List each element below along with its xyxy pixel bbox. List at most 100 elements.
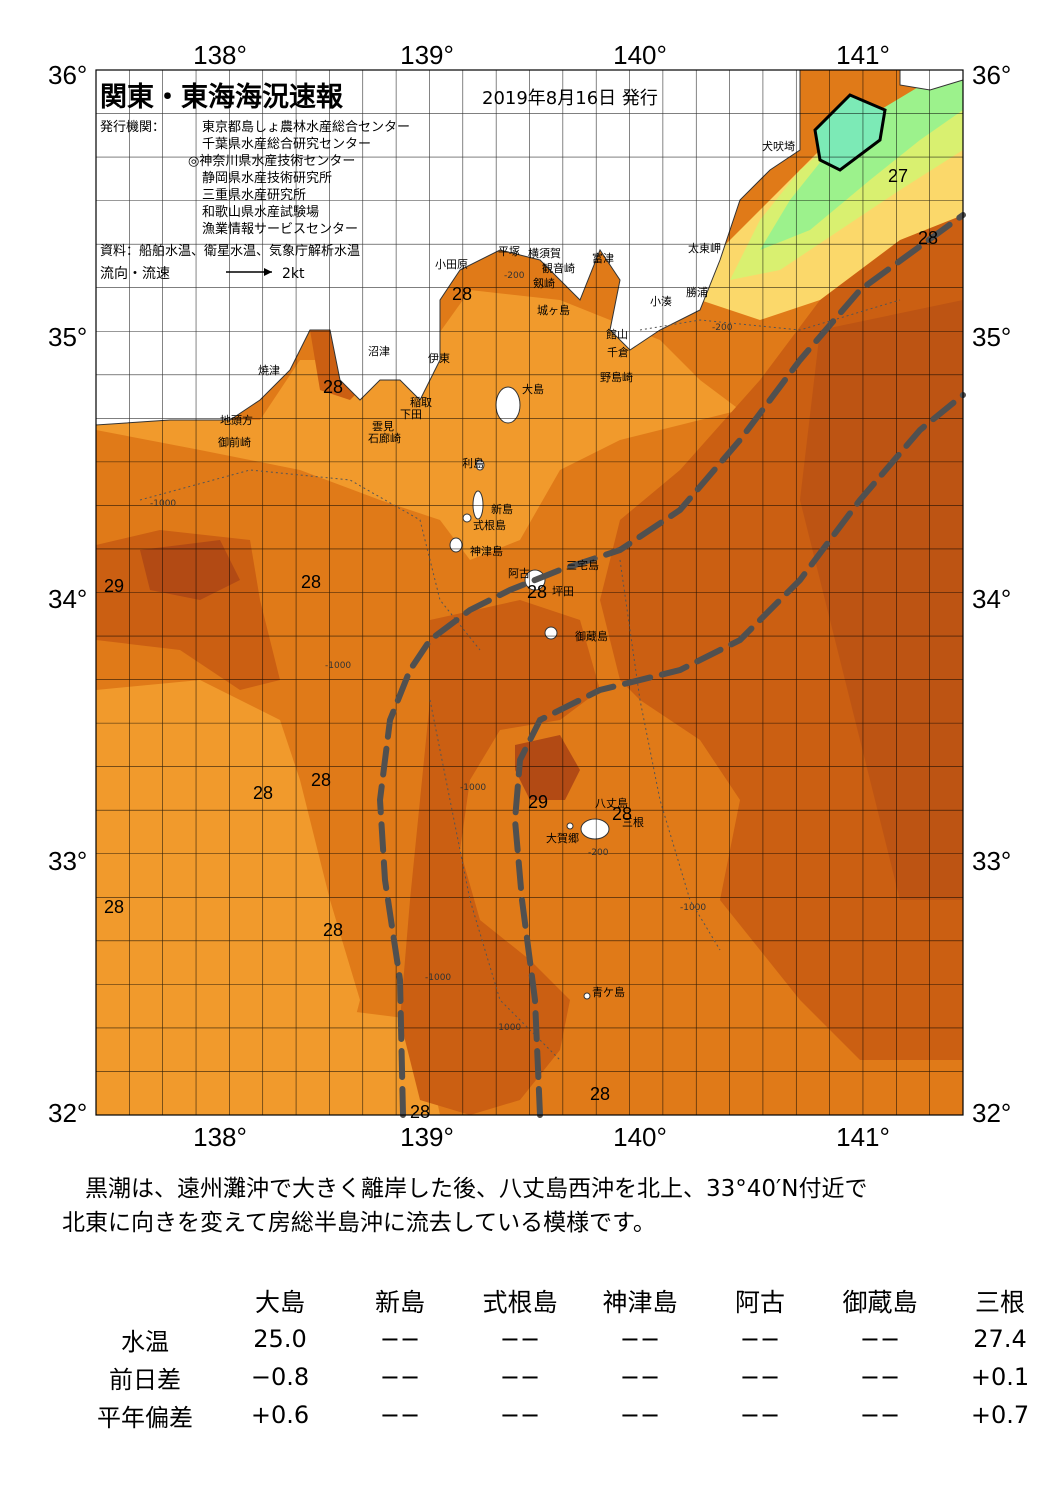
map-frame xyxy=(95,69,964,1116)
place-kominato: 小湊 xyxy=(650,294,672,308)
place-mikurajima: 御蔵島 xyxy=(575,629,608,643)
place-oshima: 大島 xyxy=(522,382,544,396)
row-label: 水温 xyxy=(121,1327,169,1356)
sea-27-5-zone-coast xyxy=(96,290,740,560)
place-mitsune: 三根 xyxy=(622,815,644,829)
table-cell: +0.6 xyxy=(250,1401,310,1429)
table-cell: −− xyxy=(379,1401,421,1429)
isobath-1000-north xyxy=(139,469,481,651)
isotherm-label-28-sagami: 28 xyxy=(452,284,472,304)
lat-tick-left-32: 32° xyxy=(48,1098,87,1128)
isotherm-label-28-hachijo: 28 xyxy=(612,804,632,824)
lon-tick-bottom-141: 141° xyxy=(836,1122,890,1152)
table-header-row: 大島 新島 式根島 神津島 阿古 御蔵島 三根 xyxy=(70,1282,1060,1320)
table-cell: −− xyxy=(739,1325,781,1353)
lat-tick-right-33: 33° xyxy=(972,846,1011,876)
table-cell: −− xyxy=(739,1363,781,1391)
place-hiratsuka: 平塚 xyxy=(498,245,520,258)
lat-tick-left-33: 33° xyxy=(48,846,87,876)
lon-axis-top: 138° 139° 140° 141° xyxy=(193,40,890,70)
table-corner xyxy=(70,1282,220,1320)
toshima-island xyxy=(475,459,485,471)
place-inubosaki: 犬吠埼 xyxy=(762,139,795,153)
lat-tick-right-34: 34° xyxy=(972,584,1011,614)
lat-axis-right: 36° 35° 34° 33° 32° xyxy=(972,60,1011,1128)
table-cell: −− xyxy=(379,1363,421,1391)
table-col-header: 神津島 xyxy=(602,1288,678,1317)
place-numazu: 沼津 xyxy=(368,344,390,358)
table-cell: −− xyxy=(619,1325,661,1353)
issuer-5: 和歌山県水産試験場 xyxy=(202,204,319,220)
place-omaezaki: 御前崎 xyxy=(218,435,251,449)
lat-tick-left-36: 36° xyxy=(48,60,87,90)
table-col-header: 式根島 xyxy=(482,1288,558,1317)
place-odawara: 小田原 xyxy=(435,258,468,271)
lat-tick-left-34: 34° xyxy=(48,584,87,614)
table-cell: −− xyxy=(499,1325,541,1353)
depth-label-1000-b: -1000 xyxy=(460,783,486,793)
table-col-header: 新島 xyxy=(374,1288,425,1317)
summary-line-1: 黒潮は、遠州灘沖で大きく離岸した後、八丈島西沖を北上、33°40′N付近で xyxy=(62,1176,868,1202)
isotherm-labels: 27 28 28 28 28 29 28 28 29 28 28 28 28 2… xyxy=(104,166,938,1122)
lat-axis-left: 36° 35° 34° 33° 32° xyxy=(48,60,87,1128)
sea-29-zone-east xyxy=(800,300,963,900)
table-row: 前日差 −0.8 −− −− −− −− −− +0.1 xyxy=(70,1358,1060,1396)
issuer-label: 発行機関： xyxy=(100,120,165,135)
isotherm-label-28-ne: 28 xyxy=(918,228,938,248)
lat-tick-right-35: 35° xyxy=(972,322,1011,352)
place-kannonzaki: 観音崎 xyxy=(542,261,575,275)
flow-legend-label: 流向・流速 xyxy=(100,266,170,282)
place-chikura: 千倉 xyxy=(607,345,629,359)
table-row: 平年偏差 +0.6 −− −− −− −− −− +0.7 xyxy=(70,1396,1060,1434)
honshu-land xyxy=(95,69,801,426)
place-tsubota: 坪田 xyxy=(552,585,574,598)
summary-line-2: 北東に向きを変えて房総半島沖に流去している模様です。 xyxy=(62,1210,656,1236)
place-aogashima: 青ケ島 xyxy=(592,985,625,999)
kuroshio-axis-secondary xyxy=(511,392,966,1118)
isotherm-label-28-sw4: 28 xyxy=(323,920,343,940)
issuer-0: 東京都島しょ農林水産総合センター xyxy=(202,119,410,135)
niijima-island xyxy=(472,490,484,520)
isotherm-label-29-center: 29 xyxy=(528,792,548,812)
lon-tick-top-141: 141° xyxy=(836,40,890,70)
isotherm-label-29-west: 29 xyxy=(104,576,124,596)
row-label: 前日差 xyxy=(109,1365,181,1394)
table-col-header: 阿古 xyxy=(734,1288,785,1317)
table-row: 水温 25.0 −− −− −− −− −− 27.4 xyxy=(70,1320,1060,1358)
sea-29-zone-west xyxy=(140,540,240,600)
depth-label-200-a: -200 xyxy=(504,271,525,281)
place-toshima: 利島 xyxy=(462,456,484,470)
place-hachijojima: 八丈島 xyxy=(595,796,628,810)
isobath-lines xyxy=(139,299,901,1061)
place-katsuura: 勝浦 xyxy=(686,285,708,299)
place-tsurugizaki: 剱崎 xyxy=(533,276,555,290)
place-futtsu: 富津 xyxy=(592,251,614,265)
place-inatori: 稲取 xyxy=(410,396,432,409)
lon-tick-top-139: 139° xyxy=(400,40,454,70)
depth-label-1000-a: -1000 xyxy=(150,499,176,509)
issuer-6: 漁業情報サービスセンター xyxy=(202,221,358,237)
isotherm-label-27: 27 xyxy=(888,166,908,186)
depth-labels: -1000 -200 -200 -1000 -1000 -1000 -1000 … xyxy=(150,271,733,1033)
lat-tick-left-35: 35° xyxy=(48,322,87,352)
issuer-4: 三重県水産研究所 xyxy=(202,187,306,203)
place-yaizu: 焼津 xyxy=(258,364,280,377)
lon-tick-bottom-139: 139° xyxy=(400,1122,454,1152)
place-taitomisaki: 太東岬 xyxy=(688,242,721,255)
map-title: 関東・東海海況速報 xyxy=(100,82,344,113)
place-jitogata: 地頭方 xyxy=(220,413,253,427)
table-cell: −− xyxy=(499,1401,541,1429)
issuer-2: ◎神奈川県水産技術センター xyxy=(188,153,355,169)
issuer-1: 千葉県水産総合研究センター xyxy=(202,136,371,152)
table-cell: −− xyxy=(499,1363,541,1391)
isotherm-label-28-sw1: 28 xyxy=(311,770,331,790)
place-nojimazaki: 野島崎 xyxy=(600,370,633,384)
place-ito: 伊東 xyxy=(428,352,450,365)
place-jogashima: 城ヶ島 xyxy=(537,303,570,317)
depth-label-1000-e: -1000 xyxy=(495,1023,521,1033)
current-summary: 黒潮は、遠州灘沖で大きく離岸した後、八丈島西沖を北上、33°40′N付近で 北東… xyxy=(62,1172,1042,1240)
depth-label-200-c: -200 xyxy=(588,848,609,858)
place-irozaki: 石廊崎 xyxy=(368,431,401,445)
sea-24-zone-ne xyxy=(760,72,963,250)
table-cell: 25.0 xyxy=(253,1325,307,1353)
